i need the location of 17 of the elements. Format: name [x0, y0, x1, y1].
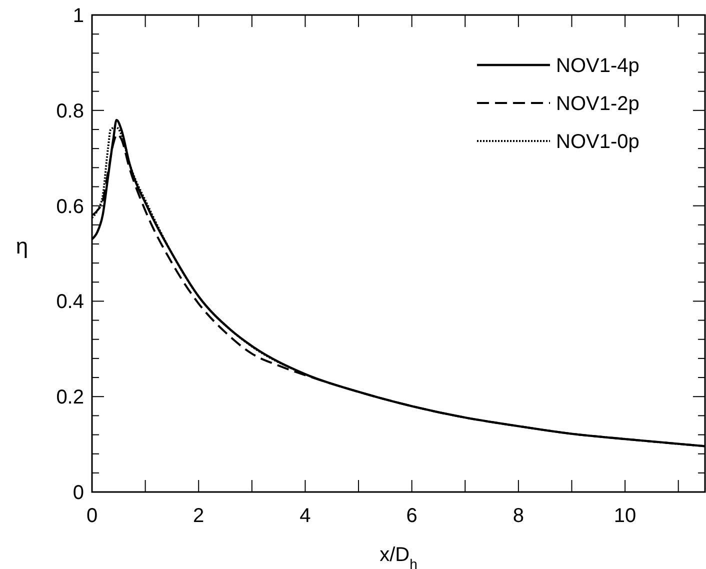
x-tick-label: 0 — [86, 505, 98, 527]
x-axis-title: x/D$_{h}$ — [380, 544, 418, 569]
y-tick-label: 0 — [72, 482, 84, 504]
x-tick-label: 2 — [193, 505, 204, 527]
x-tick-label: 8 — [512, 505, 524, 527]
x-tick-label: 6 — [406, 505, 418, 527]
x-tick-label: 4 — [300, 505, 311, 527]
legend-label: NOV1-2p — [556, 93, 640, 115]
y-axis-title: η — [16, 234, 28, 258]
y-tick-label: 0.6 — [56, 196, 84, 218]
legend-label: NOV1-0p — [556, 131, 640, 153]
x-tick-label: 10 — [614, 505, 636, 527]
legend-label: NOV1-4p — [556, 55, 640, 77]
y-tick-label: 1 — [72, 5, 84, 27]
y-tick-label: 0.2 — [56, 386, 84, 409]
y-tick-label: 0.4 — [56, 291, 84, 314]
y-tick-label: 0.8 — [56, 100, 84, 122]
